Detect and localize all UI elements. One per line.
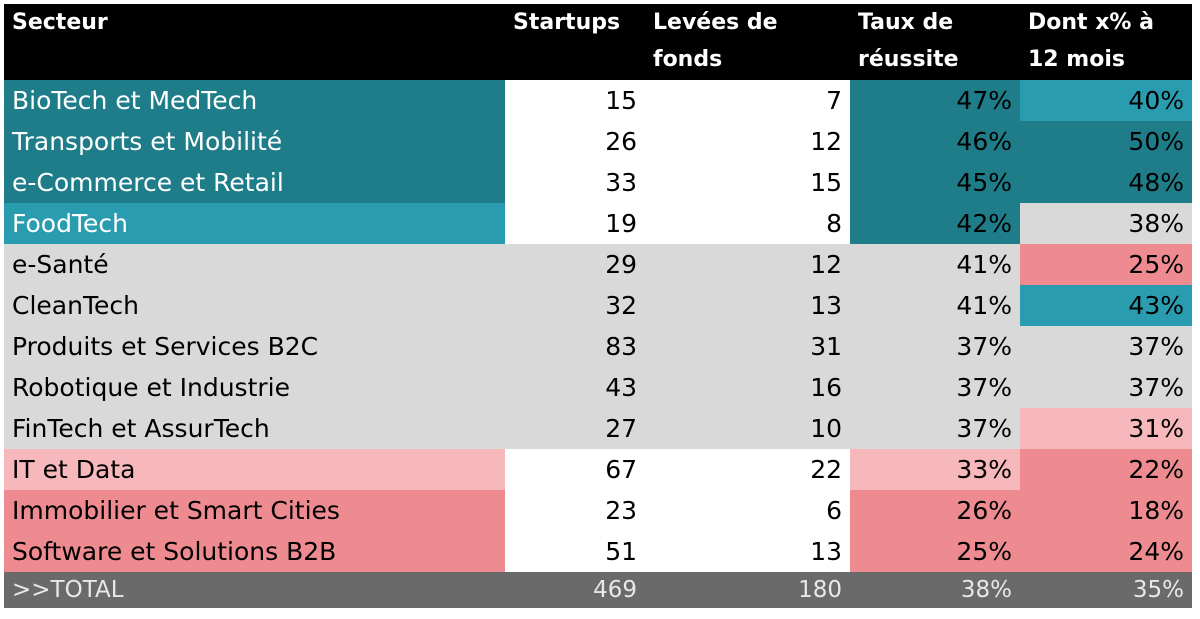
sector-cell: e-Commerce et Retail — [4, 162, 505, 203]
number-cell: 83 — [505, 326, 645, 367]
number-cell: 33 — [505, 162, 645, 203]
number-cell: 25% — [850, 531, 1020, 572]
table-row: BioTech et MedTech 15 7 47% 40% — [4, 80, 1192, 121]
sector-cell: Software et Solutions B2B — [4, 531, 505, 572]
number-cell: 31 — [645, 326, 850, 367]
total-number-cell: 35% — [1020, 572, 1192, 608]
total-number-cell: 38% — [850, 572, 1020, 608]
sector-cell: Transports et Mobilité — [4, 121, 505, 162]
number-cell: 19 — [505, 203, 645, 244]
number-cell: 51 — [505, 531, 645, 572]
number-cell: 7 — [645, 80, 850, 121]
number-cell: 13 — [645, 531, 850, 572]
number-cell: 27 — [505, 408, 645, 449]
number-cell: 37% — [850, 326, 1020, 367]
sector-cell: CleanTech — [4, 285, 505, 326]
number-cell: 43 — [505, 367, 645, 408]
number-cell: 24% — [1020, 531, 1192, 572]
number-cell: 46% — [850, 121, 1020, 162]
table-row: FinTech et AssurTech 27 10 37% 31% — [4, 408, 1192, 449]
number-cell: 8 — [645, 203, 850, 244]
number-cell: 47% — [850, 80, 1020, 121]
sector-cell: Immobilier et Smart Cities — [4, 490, 505, 531]
header-cell: Taux de réussite — [850, 4, 1020, 80]
number-cell: 50% — [1020, 121, 1192, 162]
table-row: Robotique et Industrie 43 16 37% 37% — [4, 367, 1192, 408]
total-number-cell: 180 — [645, 572, 850, 608]
number-cell: 15 — [505, 80, 645, 121]
number-cell: 26% — [850, 490, 1020, 531]
sector-cell: FoodTech — [4, 203, 505, 244]
number-cell: 6 — [645, 490, 850, 531]
number-cell: 23 — [505, 490, 645, 531]
number-cell: 38% — [1020, 203, 1192, 244]
number-cell: 67 — [505, 449, 645, 490]
number-cell: 45% — [850, 162, 1020, 203]
sector-table: Secteur Startups Levées de fonds Taux de ré… — [4, 4, 1192, 608]
number-cell: 16 — [645, 367, 850, 408]
number-cell: 10 — [645, 408, 850, 449]
table-row: IT et Data 67 22 33% 22% — [4, 449, 1192, 490]
number-cell: 41% — [850, 285, 1020, 326]
total-label-cell: >>TOTAL — [4, 572, 505, 608]
sector-cell: BioTech et MedTech — [4, 80, 505, 121]
header-cell: Levées de fonds — [645, 4, 850, 80]
number-cell: 26 — [505, 121, 645, 162]
number-cell: 13 — [645, 285, 850, 326]
table-row: CleanTech 32 13 41% 43% — [4, 285, 1192, 326]
number-cell: 31% — [1020, 408, 1192, 449]
table-row: Immobilier et Smart Cities 23 6 26% 18% — [4, 490, 1192, 531]
number-cell: 32 — [505, 285, 645, 326]
sector-cell: Robotique et Industrie — [4, 367, 505, 408]
number-cell: 43% — [1020, 285, 1192, 326]
number-cell: 15 — [645, 162, 850, 203]
sector-cell: Produits et Services B2C — [4, 326, 505, 367]
table-row: e-Commerce et Retail 33 15 45% 48% — [4, 162, 1192, 203]
table-row: Transports et Mobilité 26 12 46% 50% — [4, 121, 1192, 162]
number-cell: 37% — [1020, 367, 1192, 408]
number-cell: 22% — [1020, 449, 1192, 490]
number-cell: 12 — [645, 244, 850, 285]
number-cell: 33% — [850, 449, 1020, 490]
number-cell: 48% — [1020, 162, 1192, 203]
table-row: e-Santé 29 12 41% 25% — [4, 244, 1192, 285]
total-row: >>TOTAL 469 180 38% 35% — [4, 572, 1192, 608]
header-row: Secteur Startups Levées de fonds Taux de ré… — [4, 4, 1192, 80]
sector-cell: e-Santé — [4, 244, 505, 285]
number-cell: 12 — [645, 121, 850, 162]
number-cell: 41% — [850, 244, 1020, 285]
number-cell: 37% — [1020, 326, 1192, 367]
table-row: Produits et Services B2C 83 31 37% 37% — [4, 326, 1192, 367]
number-cell: 37% — [850, 367, 1020, 408]
number-cell: 29 — [505, 244, 645, 285]
table-row: FoodTech 19 8 42% 38% — [4, 203, 1192, 244]
number-cell: 37% — [850, 408, 1020, 449]
sector-cell: FinTech et AssurTech — [4, 408, 505, 449]
total-number-cell: 469 — [505, 572, 645, 608]
number-cell: 25% — [1020, 244, 1192, 285]
number-cell: 18% — [1020, 490, 1192, 531]
header-cell: Secteur — [4, 4, 505, 80]
number-cell: 22 — [645, 449, 850, 490]
header-cell: Startups — [505, 4, 645, 80]
table-row: Software et Solutions B2B 51 13 25% 24% — [4, 531, 1192, 572]
number-cell: 42% — [850, 203, 1020, 244]
sector-cell: IT et Data — [4, 449, 505, 490]
header-cell: Dont x% à 12 mois — [1020, 4, 1192, 80]
number-cell: 40% — [1020, 80, 1192, 121]
